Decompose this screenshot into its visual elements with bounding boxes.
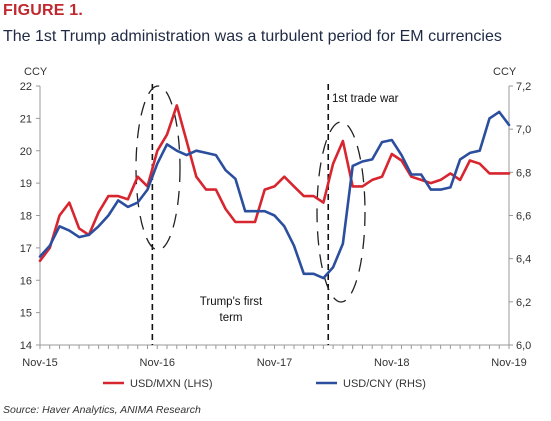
left-tick-label: 20 [20, 146, 32, 158]
left-tick-label: 22 [20, 81, 32, 93]
left-axis-label: CCY [24, 66, 48, 78]
x-tick-label: Nov-19 [491, 357, 526, 369]
left-tick-label: 17 [20, 243, 32, 255]
highlight-ellipse-trade-war [316, 121, 366, 303]
highlight-ellipse-election [135, 85, 181, 251]
series-line-usd-mxn [38, 104, 511, 263]
source-note: Source: Haver Analytics, ANIMA Research [3, 404, 201, 416]
legend-label-usd-mxn: USD/MXN (LHS) [130, 378, 213, 390]
figure-label: FIGURE 1. [3, 2, 84, 19]
left-tick-label: 18 [20, 211, 32, 223]
right-tick-label: 7,0 [516, 124, 531, 136]
x-tick-label: Nov-16 [140, 357, 175, 369]
left-tick-label: 14 [20, 340, 32, 352]
left-tick-label: 15 [20, 308, 32, 320]
left-tick-label: 16 [20, 275, 32, 287]
legend-label-usd-cny: USD/CNY (RHS) [343, 378, 426, 390]
x-tick-label: Nov-17 [257, 357, 292, 369]
right-tick-label: 6,6 [516, 211, 531, 223]
left-tick-label: 19 [20, 178, 32, 190]
annotation-trump-term-line1: Trump's first [200, 296, 263, 308]
annotation-trade-war: 1st trade war [332, 93, 399, 105]
annotation-trump-term-line2: term [220, 312, 243, 324]
right-axis-label: CCY [493, 66, 517, 78]
x-tick-label: Nov-18 [374, 357, 409, 369]
right-tick-label: 6,2 [516, 297, 531, 309]
series-line-usd-cny [38, 110, 511, 280]
right-tick-label: 7,2 [516, 81, 531, 93]
right-tick-label: 6,8 [516, 167, 531, 179]
left-tick-label: 21 [20, 113, 32, 125]
right-tick-label: 6,4 [516, 254, 531, 266]
x-tick-label: Nov-15 [22, 357, 57, 369]
right-tick-label: 6,0 [516, 340, 531, 352]
chart-title: The 1st Trump administration was a turbu… [3, 28, 502, 45]
